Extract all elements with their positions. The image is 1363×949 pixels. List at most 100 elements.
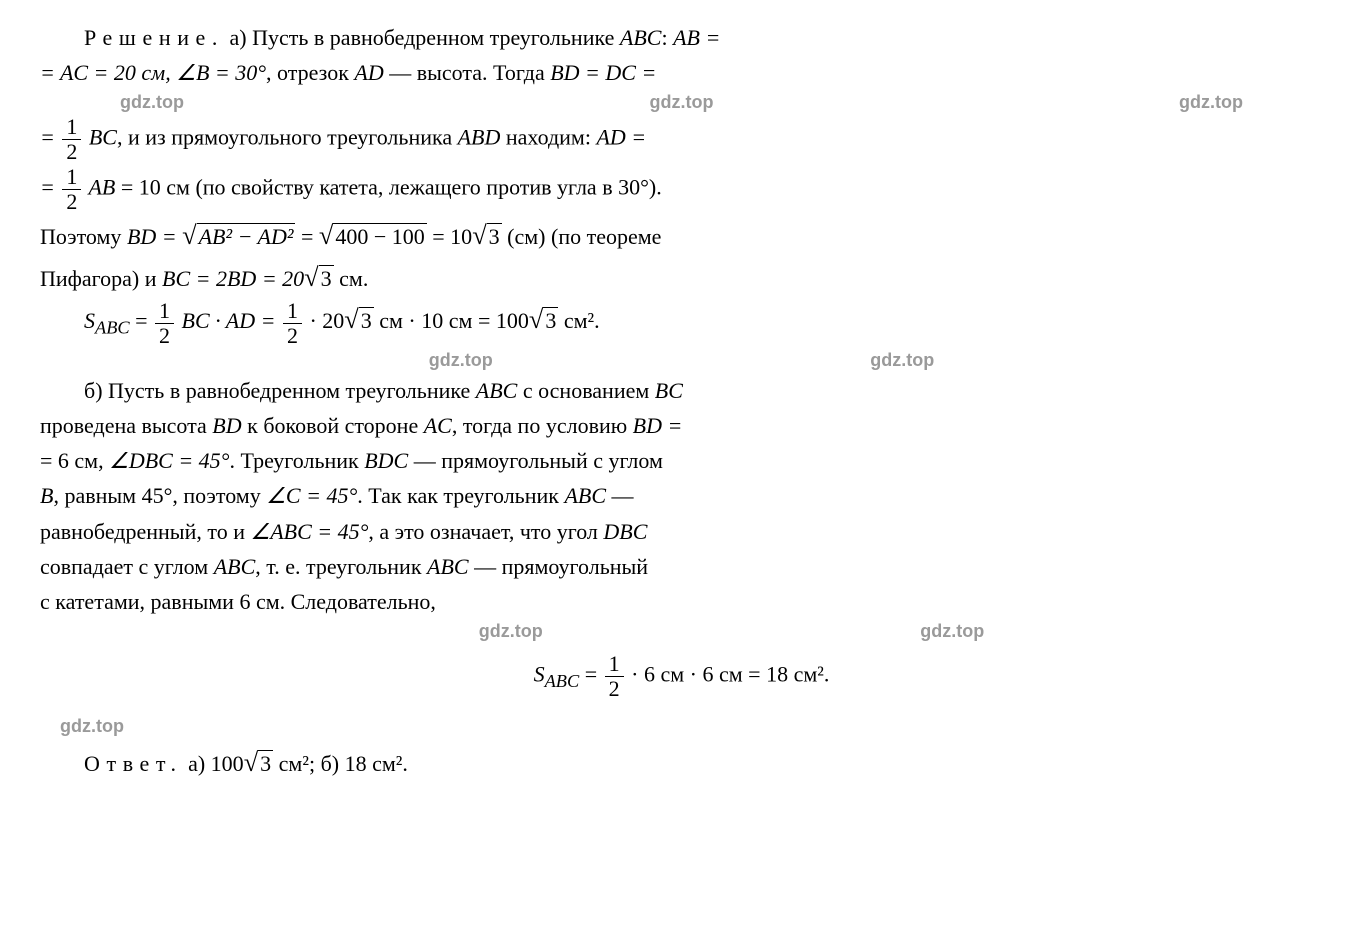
- text: = 6 см,: [40, 448, 109, 473]
- document-content: Решение. а) Пусть в равнобедренном треуг…: [40, 20, 1323, 783]
- watermark: gdz.top: [1179, 88, 1243, 117]
- line-14: с катетами, равными 6 см. Следовательно,: [40, 584, 1323, 619]
- eq: =: [579, 662, 602, 687]
- sub: ABC: [95, 318, 130, 338]
- text: . Треугольник: [229, 448, 364, 473]
- watermark: gdz.top: [650, 88, 714, 117]
- eq: =: [130, 308, 153, 333]
- text: — высота. Тогда: [384, 60, 550, 85]
- text: . Так как треугольник: [357, 483, 564, 508]
- var: ABC: [427, 554, 469, 579]
- watermark-row-1: gdz.top gdz.top gdz.top: [40, 88, 1323, 117]
- text: равнобедренный, то и: [40, 519, 250, 544]
- watermark: gdz.top: [120, 88, 184, 117]
- expr: BC · AD =: [176, 308, 281, 333]
- fraction: 12: [605, 652, 624, 701]
- sqrt: √3: [472, 214, 501, 256]
- answer-line: Ответ. а) 100√3 см²; б) 18 см².: [40, 741, 1323, 783]
- var: B: [40, 483, 53, 508]
- formula-center: SABC = 12 · 6 см · 6 см = 18 см².: [40, 652, 1323, 701]
- text: см · 10 см = 100: [374, 308, 529, 333]
- text: , тогда по условию: [452, 413, 633, 438]
- text: находим:: [500, 125, 596, 150]
- watermark: gdz.top: [870, 346, 934, 375]
- text: , а это означает, что угол: [368, 519, 603, 544]
- fraction: 12: [62, 115, 81, 164]
- angle: ∠ABC = 45°: [250, 519, 368, 544]
- var: DBC: [603, 519, 647, 544]
- line-12: равнобедренный, то и ∠ABC = 45°, а это о…: [40, 514, 1323, 549]
- sub: ABC: [545, 671, 580, 691]
- sqrt: √400 − 100: [319, 214, 427, 256]
- var-abc: ABC: [620, 25, 662, 50]
- text: —: [606, 483, 634, 508]
- eq: BD =: [633, 413, 683, 438]
- sqrt: √AB² − AD²: [182, 214, 295, 256]
- var: AD: [354, 60, 383, 85]
- watermark: gdz.top: [60, 716, 124, 736]
- line-2: = AC = 20 см, ∠B = 30°, отрезок AD — выс…: [40, 55, 1323, 90]
- var: ABC: [214, 554, 256, 579]
- text: см².: [558, 308, 599, 333]
- text: а) Пусть в равнобедренном треугольнике: [230, 25, 620, 50]
- var: S: [84, 308, 95, 333]
- line-9: проведена высота BD к боковой стороне AC…: [40, 408, 1323, 443]
- answer-label: Ответ.: [84, 751, 183, 776]
- text: б) Пусть в равнобедренном треугольнике: [84, 378, 476, 403]
- text: (см) (по теореме: [502, 224, 662, 249]
- sqrt: √3: [244, 741, 273, 783]
- eq: = 10: [427, 224, 472, 249]
- line-7: SABC = 12 BC · AD = 12 · 20√3 см · 10 см…: [40, 298, 1323, 348]
- var: ABC: [476, 378, 518, 403]
- angle: ∠DBC = 45°: [109, 448, 229, 473]
- text: с катетами, равными 6 см. Следовательно,: [40, 589, 436, 614]
- eq: BC = 2BD = 20: [162, 266, 304, 291]
- watermark: gdz.top: [920, 617, 984, 646]
- watermark-row-4: gdz.top: [40, 707, 1323, 742]
- eq: =: [40, 125, 60, 150]
- text: проведена высота: [40, 413, 212, 438]
- val: · 20: [304, 308, 344, 333]
- angle: ∠B = 30°: [176, 60, 266, 85]
- angle: ∠C = 45°: [266, 483, 357, 508]
- eq: BD =: [127, 224, 182, 249]
- text: совпадает с углом: [40, 554, 214, 579]
- var: S: [534, 662, 545, 687]
- text: — прямоугольный с углом: [408, 448, 663, 473]
- eq: =: [40, 174, 60, 199]
- line-10: = 6 см, ∠DBC = 45°. Треугольник BDC — пр…: [40, 443, 1323, 478]
- text: , и из прямоугольного треугольника: [117, 125, 458, 150]
- watermark-row-3: gdz.top gdz.top: [40, 617, 1323, 646]
- watermark: gdz.top: [429, 346, 493, 375]
- var: AC: [424, 413, 452, 438]
- text: с основанием: [517, 378, 654, 403]
- watermark-row-2: gdz.top gdz.top: [40, 346, 1323, 375]
- text: · 6 см · 6 см = 18 см².: [626, 662, 830, 687]
- fraction: 12: [283, 299, 302, 348]
- line-8: б) Пусть в равнобедренном треугольнике A…: [40, 373, 1323, 408]
- var: ABD: [458, 125, 501, 150]
- eq: BD = DC =: [550, 60, 656, 85]
- sqrt: √3: [529, 298, 558, 340]
- text: , отрезок: [266, 60, 354, 85]
- eq: AD =: [596, 125, 646, 150]
- paragraph-1: Решение. а) Пусть в равнобедренном треуг…: [40, 20, 1323, 55]
- var: BD: [212, 413, 241, 438]
- line-4: = 12 AB = 10 см (по свойству катета, леж…: [40, 165, 1323, 214]
- sqrt: √3: [344, 298, 373, 340]
- text: см²;: [273, 751, 320, 776]
- text: = 10 см (по свойству катета, лежащего пр…: [115, 174, 661, 199]
- watermark: gdz.top: [479, 617, 543, 646]
- line-6: Пифагора) и BC = 2BD = 20√3 см.: [40, 256, 1323, 298]
- line-11: B, равным 45°, поэтому ∠C = 45°. Так как…: [40, 478, 1323, 513]
- eq: =: [295, 224, 318, 249]
- text: , т. е. треугольник: [255, 554, 427, 579]
- eq: AB =: [673, 25, 720, 50]
- var: BDC: [364, 448, 408, 473]
- var: BC: [83, 125, 117, 150]
- line-3: = 12 BC, и из прямоугольного треугольник…: [40, 115, 1323, 164]
- eq: = AC = 20 см,: [40, 60, 176, 85]
- solution-label: Решение.: [84, 25, 224, 50]
- text: — прямоугольный: [469, 554, 649, 579]
- line-13: совпадает с углом ABC, т. е. треугольник…: [40, 549, 1323, 584]
